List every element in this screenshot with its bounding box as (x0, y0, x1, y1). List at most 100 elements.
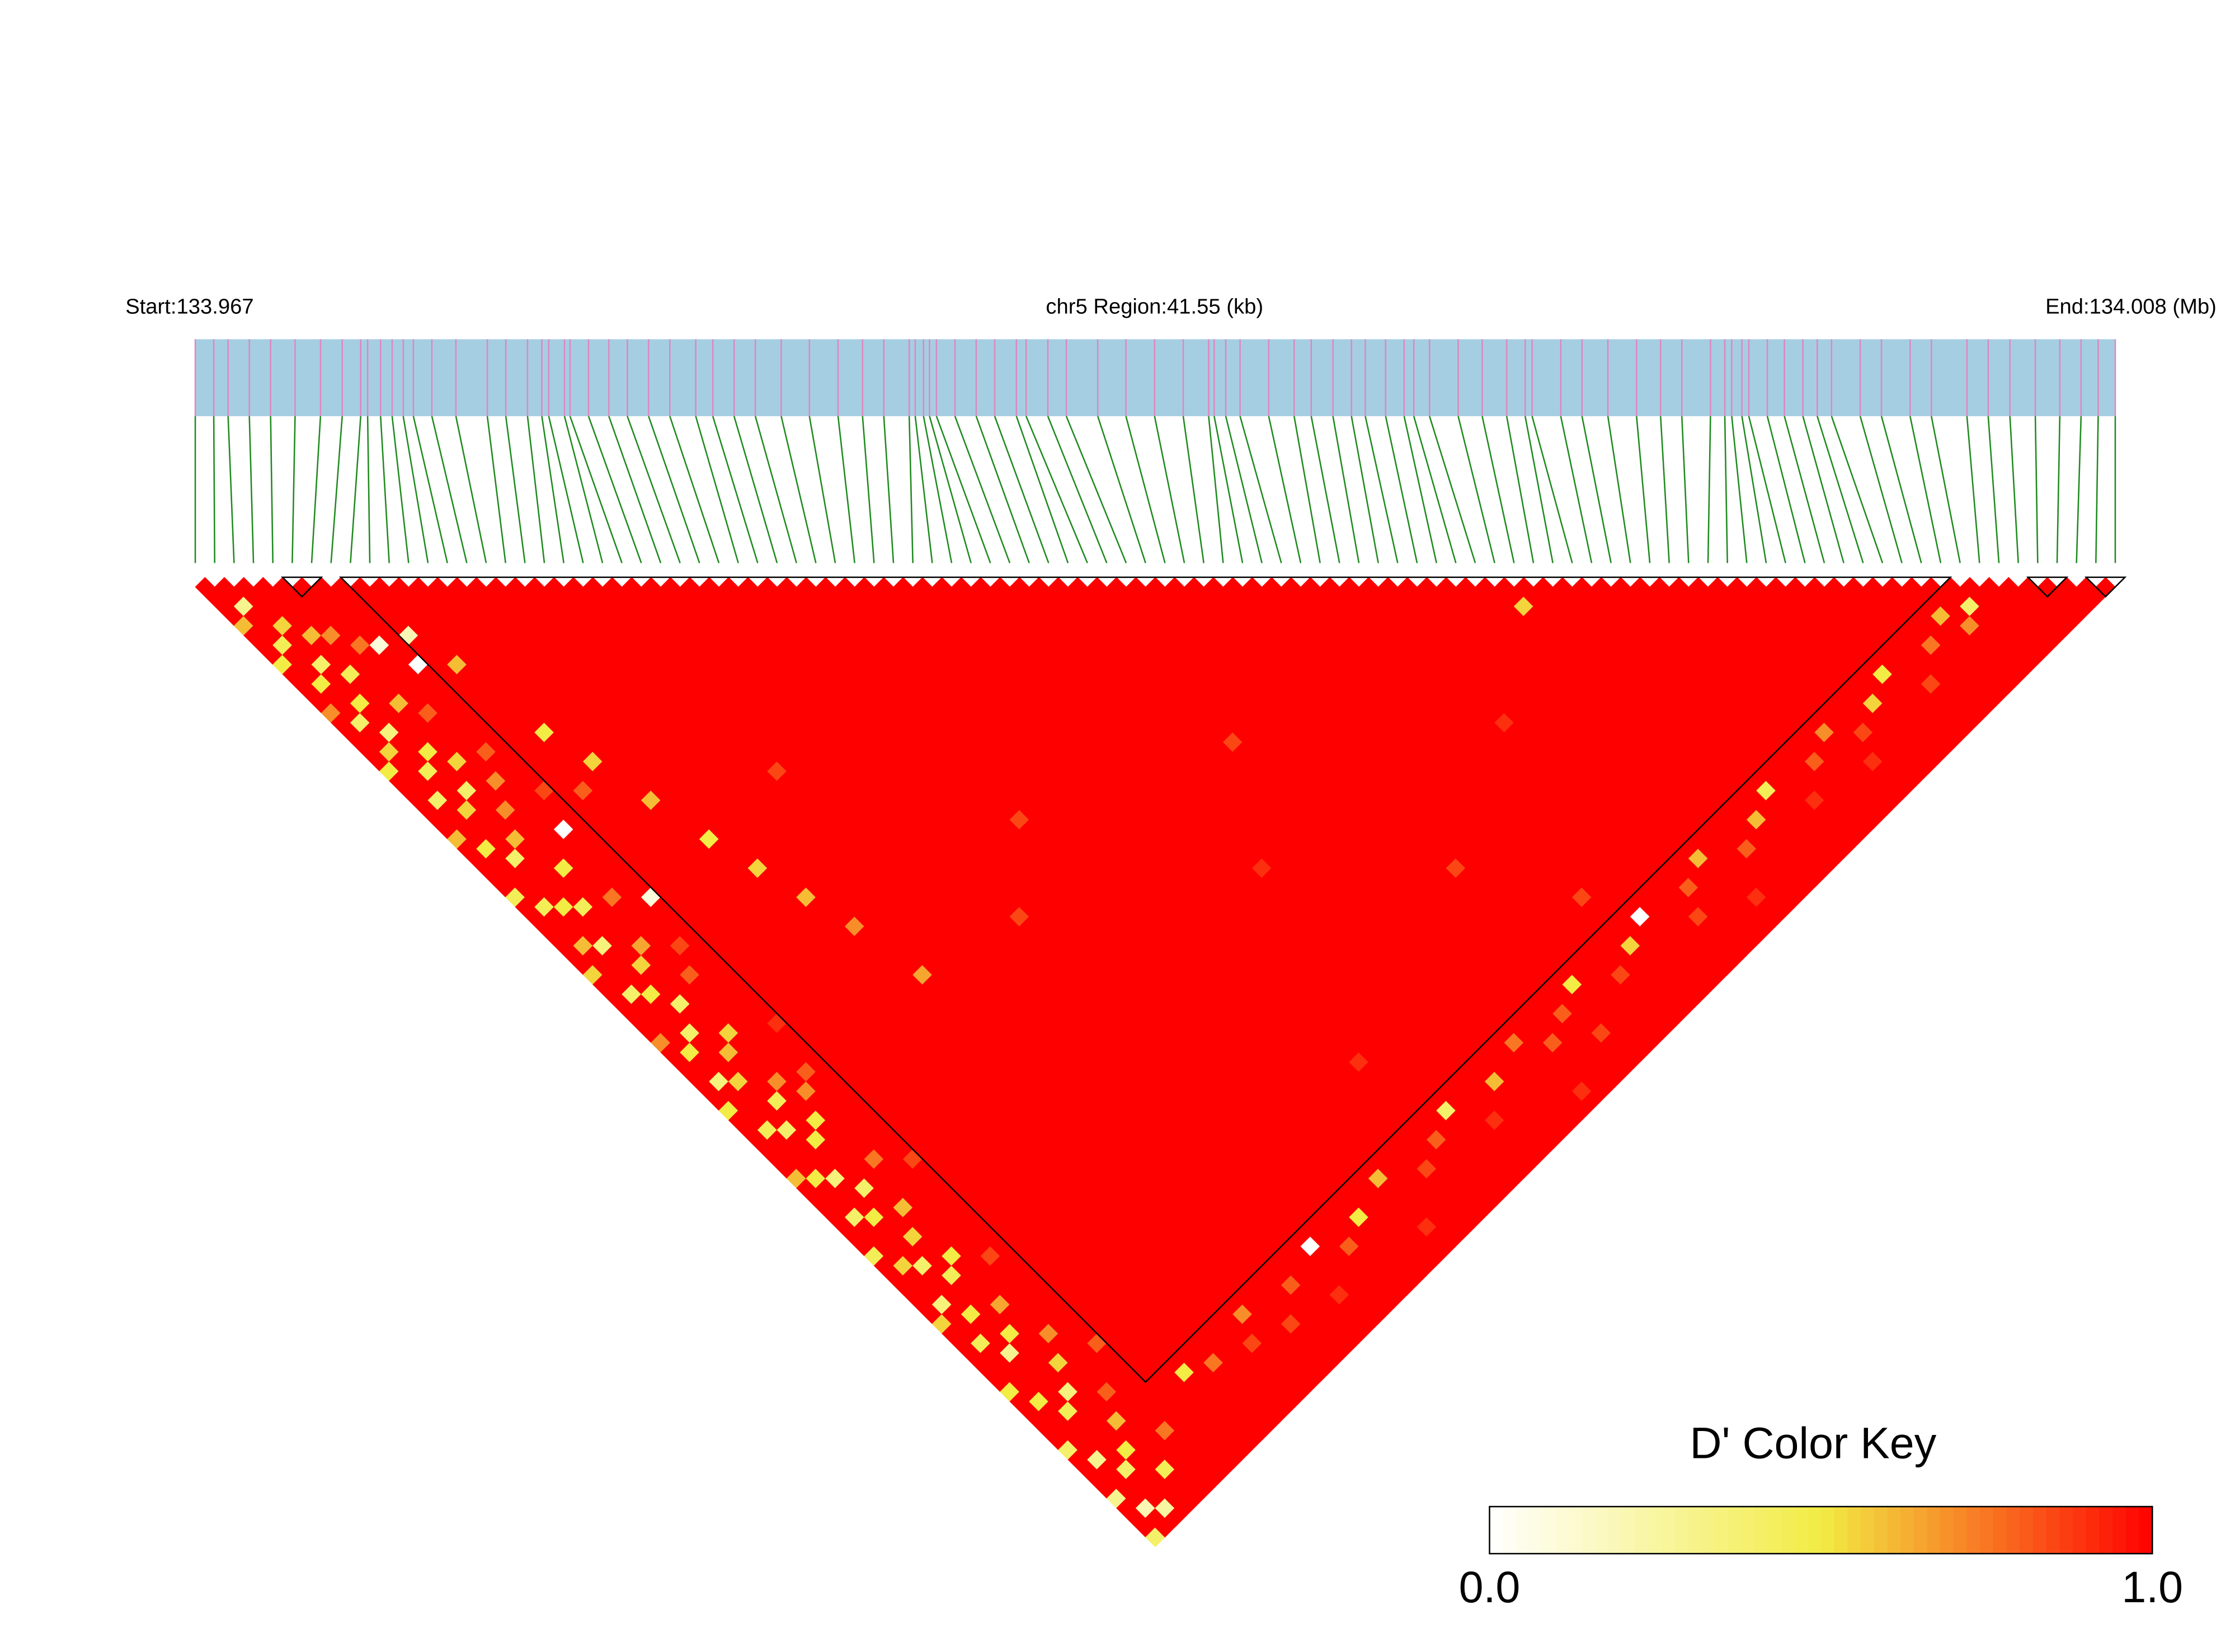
snp-connector (1859, 416, 1903, 563)
snp-connector (2034, 416, 2039, 563)
snp-connector (1909, 416, 1942, 563)
snp-connector (712, 416, 759, 563)
snp-connector (1385, 416, 1418, 563)
snp-connector (291, 416, 296, 563)
snp-connector (1364, 416, 1399, 563)
snp-connector (1817, 416, 1864, 563)
snp-connector (455, 416, 487, 563)
snp-connector (2009, 416, 2019, 563)
snp-connector (402, 416, 429, 563)
snp-connector (627, 416, 681, 563)
snp-connector (569, 416, 623, 563)
snp-connector (1225, 416, 1263, 563)
snp-connector (526, 416, 545, 563)
snp-connector (1293, 416, 1321, 563)
snp-connector (1015, 416, 1069, 563)
snp-connector (330, 416, 343, 563)
snp-connector (1966, 416, 1980, 563)
snp-connector (486, 416, 506, 563)
snp-connector (505, 416, 526, 563)
snp-connector (1182, 416, 1204, 563)
snp-connector (914, 416, 933, 563)
snp-connector (1505, 416, 1535, 563)
snp-connector (908, 416, 914, 563)
snp-connector (431, 416, 468, 563)
snp-connector (391, 416, 410, 563)
snp-connector (310, 416, 322, 563)
region-label: chr5 Region:41.55 (kb) (1046, 295, 1263, 319)
snp-connector (954, 416, 1011, 563)
snp-connector (412, 416, 448, 563)
snp-connector (2095, 416, 2099, 563)
snp-connector (808, 416, 836, 563)
snp-connector (1268, 416, 1302, 563)
snp-connector (929, 416, 972, 563)
snp-connector (541, 416, 564, 563)
snp-connector (1351, 416, 1379, 563)
snp-connector (1457, 416, 1495, 563)
snp-connector (1125, 416, 1166, 563)
snp-connector (975, 416, 1030, 563)
snp-connector (1560, 416, 1593, 563)
snp-connector (695, 416, 739, 563)
snp-connector (1880, 416, 1922, 563)
snp-connector (1766, 416, 1806, 563)
snp-connector (1332, 416, 1360, 563)
snp-connector (1403, 416, 1437, 563)
snp-connector (379, 416, 390, 563)
snp-connector (1413, 416, 1457, 563)
snp-connector (669, 416, 720, 563)
snp-connector (350, 416, 362, 563)
snp-connector (862, 416, 875, 563)
snp-connector (1025, 416, 1088, 563)
snp-connector (1524, 416, 1554, 563)
snp-connector (1724, 416, 1728, 563)
snp-connector (2076, 416, 2082, 563)
snp-connector (548, 416, 584, 563)
snp-connector (1581, 416, 1612, 563)
ld-matrix (195, 577, 2116, 1547)
snp-connector (1802, 416, 1845, 563)
snp-connector (1831, 416, 1884, 563)
snp-connector (923, 416, 953, 563)
snp-connector (587, 416, 642, 563)
snp-connector (1097, 416, 1146, 563)
snp-connector (935, 416, 991, 563)
snp-connector (1429, 416, 1476, 563)
snp-connector (648, 416, 700, 563)
snp-connector (1707, 416, 1711, 563)
snp-connector (1208, 416, 1224, 563)
snp-connector (1930, 416, 1961, 563)
snp-connector (248, 416, 255, 563)
end-label: End:134.008 (Mb) (2045, 295, 2217, 319)
snp-connector (837, 416, 855, 563)
snp-connector (1310, 416, 1340, 563)
color-key-title: D' Color Key (1690, 1418, 1936, 1467)
snp-connector (1607, 416, 1631, 563)
snp-connector (1154, 416, 1185, 563)
snp-connector (1681, 416, 1690, 563)
snp-connector (780, 416, 817, 563)
snp-connector (1748, 416, 1786, 563)
snp-connector (366, 416, 371, 563)
snp-connector (213, 416, 215, 563)
snp-connector (1239, 416, 1282, 563)
snp-connector (1531, 416, 1573, 563)
snp-connector (1659, 416, 1670, 563)
snp-connector (883, 416, 895, 563)
snp-connector (994, 416, 1050, 563)
snp-connector (1987, 416, 2000, 563)
snp-connector (1636, 416, 1651, 563)
snp-connector (608, 416, 662, 563)
snp-connector (2056, 416, 2061, 563)
snp-connector (1065, 416, 1127, 563)
snp-connector (270, 416, 274, 563)
snp-connector (1741, 416, 1767, 563)
snp-connector (1731, 416, 1748, 563)
snp-connector (563, 416, 604, 563)
start-label: Start:133.967 (125, 295, 253, 319)
snp-connector (227, 416, 235, 563)
snp-connector (1047, 416, 1108, 563)
